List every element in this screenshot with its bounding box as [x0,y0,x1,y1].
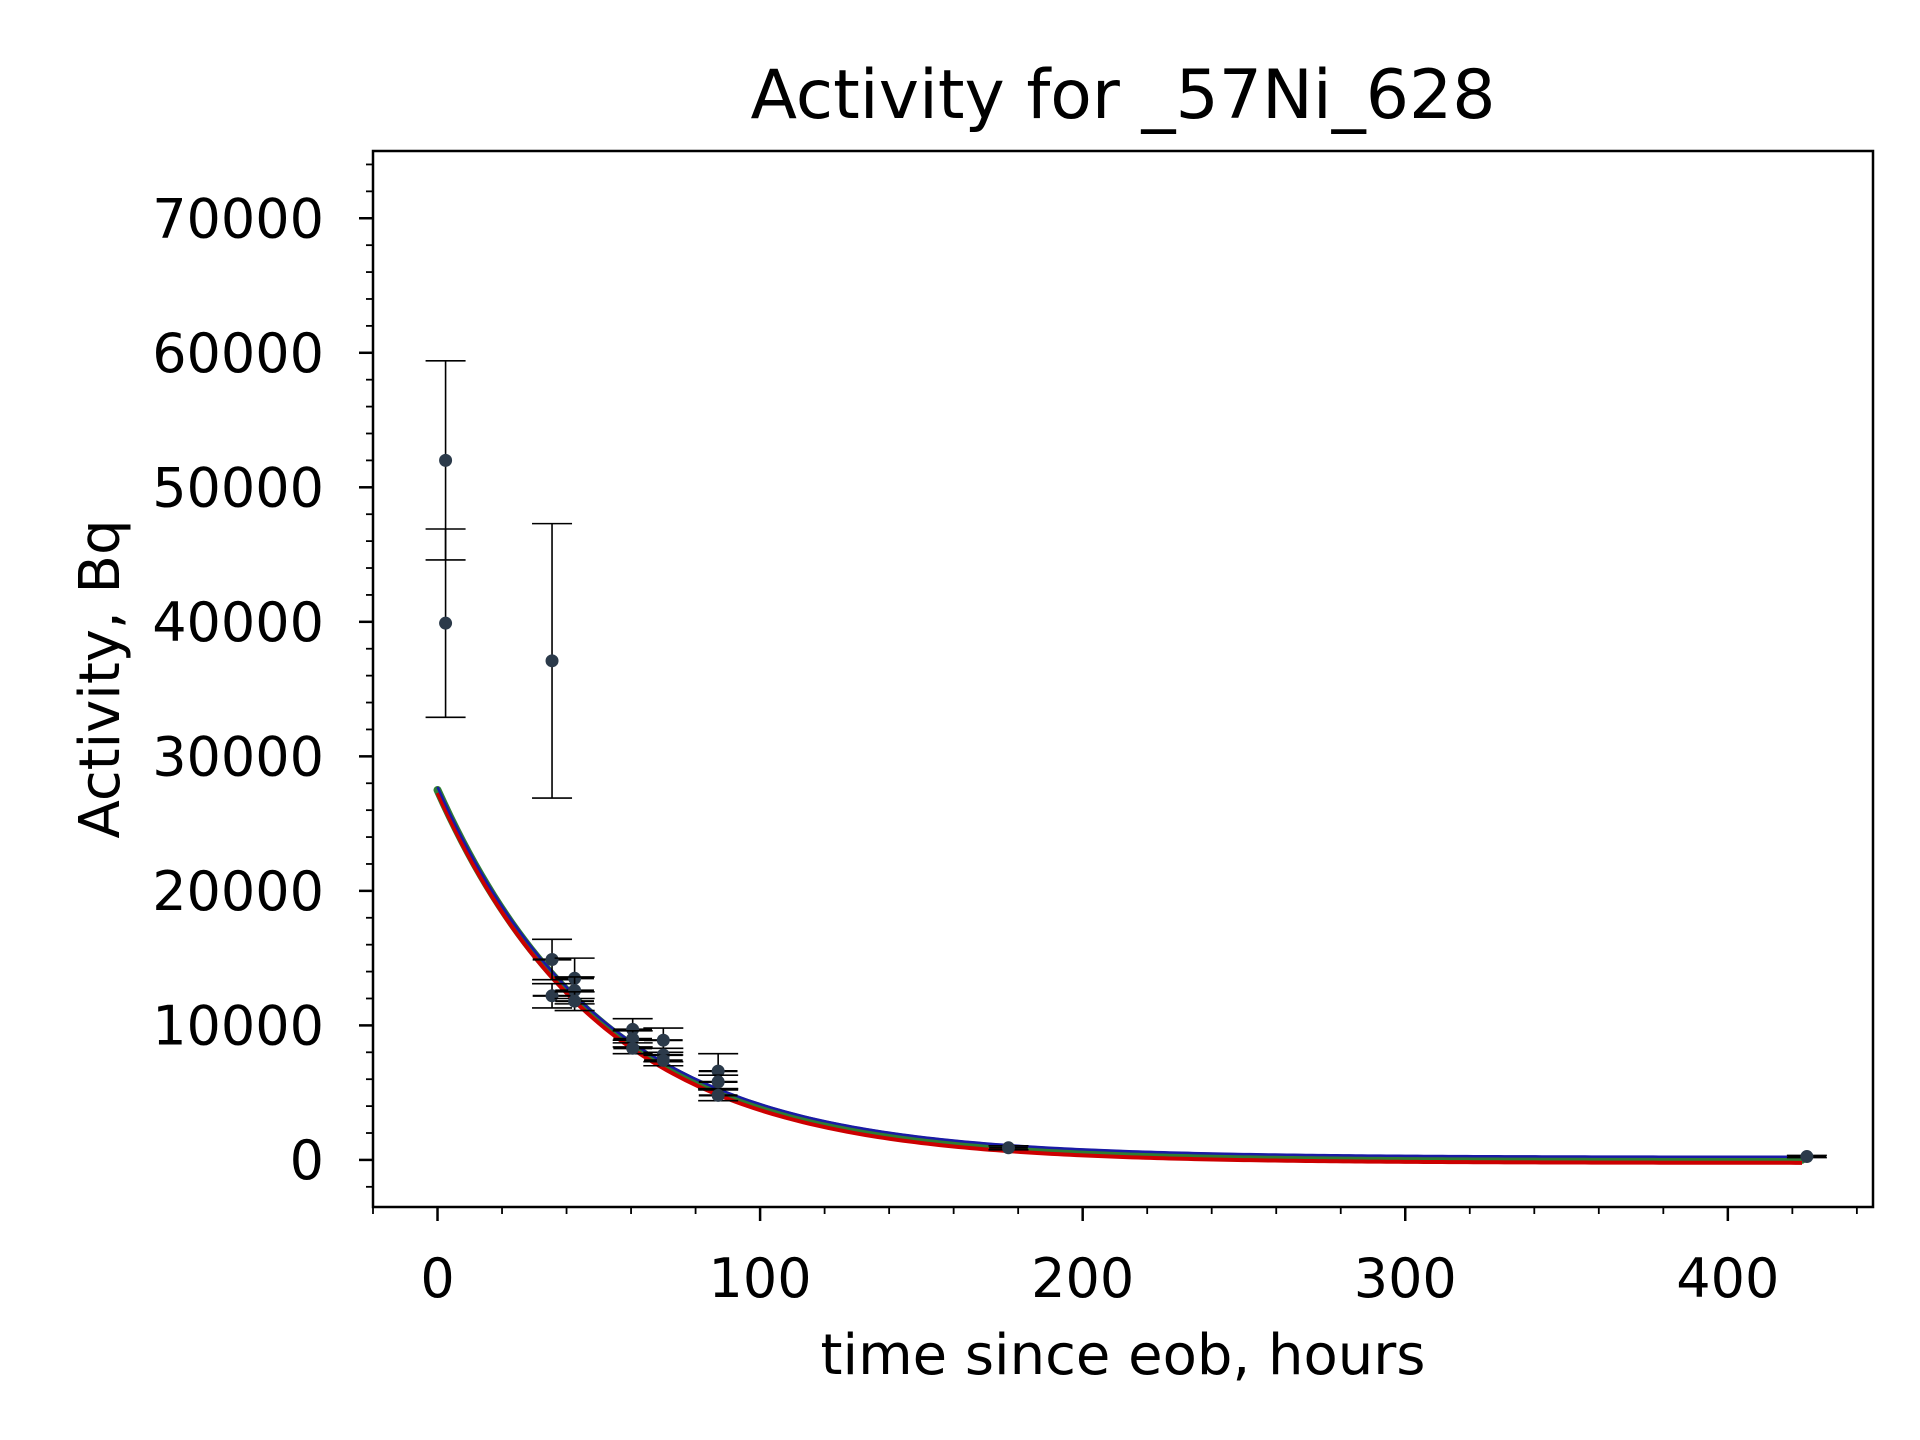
data-point-group [554,990,595,1012]
y-tick-label: 50000 [152,456,324,519]
data-point [626,1041,640,1055]
data-point [656,1033,670,1047]
y-tick-label: 30000 [152,725,324,788]
data-point [711,1088,725,1102]
plot-area [425,360,1827,1165]
data-point [439,453,453,467]
x-axis-label: time since eob, hours [821,1323,1426,1388]
y-tick-label: 10000 [152,994,324,1057]
data-point [1800,1150,1814,1164]
data-point [711,1075,725,1089]
data-point-group [698,1074,739,1090]
data-point-group [532,522,573,799]
y-tick-label: 70000 [152,187,324,250]
x-tick-label: 400 [1676,1247,1779,1310]
y-tick-label: 40000 [152,591,324,654]
data-point-group [532,938,573,981]
fit-band-curve [433,785,1807,1164]
y-axis-label: Activity, Bq [68,520,133,839]
fit-curve-primary [435,792,1803,1165]
data-point [656,1053,670,1067]
y-tick-label: 20000 [152,860,324,923]
x-tick-label: 0 [420,1247,454,1310]
x-tick-label: 200 [1031,1247,1134,1310]
chart-title: Activity for _57Ni_628 [750,56,1495,135]
data-point-group [1786,1150,1827,1164]
x-tick-label: 300 [1354,1247,1457,1310]
data-point-group [988,1141,1029,1155]
data-point [568,994,582,1008]
data-point [439,616,453,630]
x-tick-label: 100 [709,1247,812,1310]
data-point [545,952,559,966]
data-point-group [643,1053,684,1067]
data-point [545,654,559,668]
data-point-group [554,976,595,1005]
data-point [626,1022,640,1036]
fit-curve-secondary [436,786,1803,1159]
data-point-group [698,1088,739,1102]
axis-ticks: 0 100 200 300 400 0 10000 20000 30000 40000 50000 6… [152,163,1858,1310]
y-tick-label: 60000 [152,322,324,385]
data-point [568,983,582,997]
data-point [1001,1141,1015,1155]
data-point-group [425,360,466,561]
plot-frame [371,149,1875,1209]
y-tick-label: 0 [290,1129,324,1192]
data-point-group [425,528,466,719]
